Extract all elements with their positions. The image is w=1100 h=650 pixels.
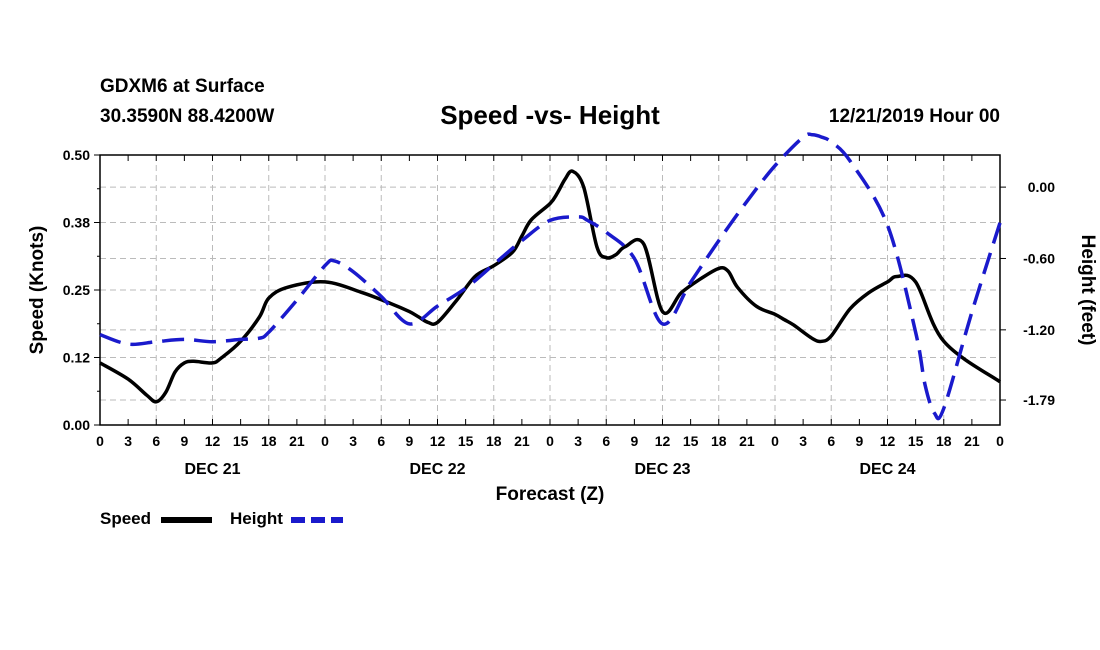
x-tick-label: 15 [908, 433, 924, 449]
x-tick-label: 18 [486, 433, 502, 449]
x-tick-label: 21 [739, 433, 755, 449]
x-tick-label: 15 [683, 433, 699, 449]
x-tick-label: 9 [630, 433, 638, 449]
x-tick-label: 21 [964, 433, 980, 449]
x-tick-label: 15 [233, 433, 249, 449]
x-tick-label: 3 [349, 433, 357, 449]
y2-tick-label: -1.79 [1023, 392, 1055, 408]
x-tick-label: 12 [430, 433, 446, 449]
chart-title: Speed -vs- Height [440, 100, 660, 130]
day-label: DEC 22 [409, 461, 465, 478]
x-tick-label: 6 [602, 433, 610, 449]
x-tick-label: 0 [996, 433, 1004, 449]
x-tick-label: 12 [655, 433, 671, 449]
x-tick-label: 21 [289, 433, 305, 449]
location-label: 30.3590N 88.4200W [100, 106, 275, 127]
x-tick-label: 18 [261, 433, 277, 449]
x-tick-label: 6 [152, 433, 160, 449]
x-axis-label: Forecast (Z) [496, 484, 605, 505]
x-tick-label: 0 [771, 433, 779, 449]
x-tick-label: 0 [321, 433, 329, 449]
x-tick-label: 3 [124, 433, 132, 449]
speed-series-line [99, 169, 1002, 404]
y-tick-label: 0.50 [63, 147, 90, 163]
x-tick-label: 9 [855, 433, 863, 449]
y-tick-label: 0.38 [63, 215, 90, 231]
x-tick-label: 6 [827, 433, 835, 449]
x-tick-label: 0 [546, 433, 554, 449]
speed-legend-label: Speed [100, 509, 152, 528]
station-label: GDXM6 at Surface [100, 76, 265, 97]
x-tick-label: 3 [574, 433, 582, 449]
y-tick-label: 0.00 [63, 417, 90, 433]
x-tick-label: 15 [458, 433, 474, 449]
y2-tick-label: 0.00 [1028, 179, 1055, 195]
y2-tick-label: -1.20 [1023, 322, 1055, 338]
x-tick-label: 0 [96, 433, 104, 449]
x-tick-label: 3 [799, 433, 807, 449]
x-tick-label: 12 [205, 433, 221, 449]
datetime-label: 12/21/2019 Hour 00 [828, 106, 1000, 127]
day-label: DEC 24 [859, 461, 915, 478]
y-axis-label: Speed (Knots) [27, 226, 48, 355]
height-legend-label: Height [230, 509, 283, 528]
x-tick-label: 21 [514, 433, 530, 449]
y2-tick-label: -0.60 [1023, 250, 1055, 266]
x-tick-label: 18 [711, 433, 727, 449]
day-label: DEC 21 [184, 461, 240, 478]
y-tick-label: 0.25 [63, 282, 90, 298]
x-tick-label: 12 [880, 433, 896, 449]
x-tick-label: 6 [377, 433, 385, 449]
x-tick-label: 18 [936, 433, 952, 449]
x-tick-label: 9 [180, 433, 188, 449]
y2-axis-label: Height (feet) [1077, 235, 1098, 346]
day-label: DEC 23 [634, 461, 690, 478]
x-tick-label: 9 [405, 433, 413, 449]
height-series-line [99, 132, 1002, 421]
y-tick-label: 0.12 [63, 350, 90, 366]
